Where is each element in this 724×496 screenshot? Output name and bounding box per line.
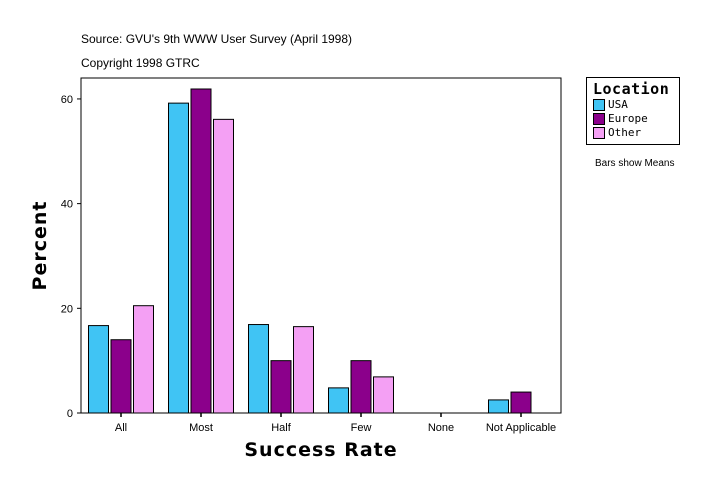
x-axis-label: Success Rate (244, 439, 397, 461)
copyright-text: Copyright 1998 GTRC (81, 56, 200, 70)
x-tick-label: Half (271, 422, 292, 434)
legend-swatch (593, 99, 605, 111)
bar-europe-all (110, 339, 132, 414)
bar-usa-all (88, 325, 109, 414)
x-tick-label: None (428, 422, 454, 434)
bar-europe-most (190, 88, 212, 414)
bar-other-all (133, 305, 154, 414)
bar-usa-half (248, 324, 269, 414)
bar-other-most (213, 118, 234, 414)
bar-europe-half (270, 360, 292, 414)
bar-europe-not-applicable (510, 391, 532, 414)
bar-usa-most (168, 102, 189, 414)
x-tick-label: Not Applicable (486, 422, 556, 434)
bar-usa-few (328, 387, 349, 414)
y-tick-label: 0 (67, 408, 73, 420)
x-tick-label: Few (351, 422, 372, 434)
legend-swatch (593, 127, 605, 139)
bar-other-few (373, 376, 394, 414)
x-tick-label: Most (189, 422, 213, 434)
y-tick-label: 60 (61, 94, 73, 106)
bar-other-half (293, 326, 314, 414)
y-tick-label: 40 (61, 199, 73, 211)
source-text: Source: GVU's 9th WWW User Survey (April… (81, 32, 353, 46)
y-tick-label: 20 (61, 303, 73, 315)
y-axis-label: Percent (29, 201, 51, 291)
legend: Location USA Europe Other (586, 77, 680, 145)
bar-europe-few (350, 360, 372, 414)
bar-usa-not-applicable (488, 399, 509, 414)
legend-title: Location (593, 80, 670, 98)
means-note: Bars show Means (595, 158, 675, 169)
legend-swatch (593, 113, 605, 125)
x-tick-label: All (115, 422, 127, 434)
plot-area (80, 77, 562, 414)
